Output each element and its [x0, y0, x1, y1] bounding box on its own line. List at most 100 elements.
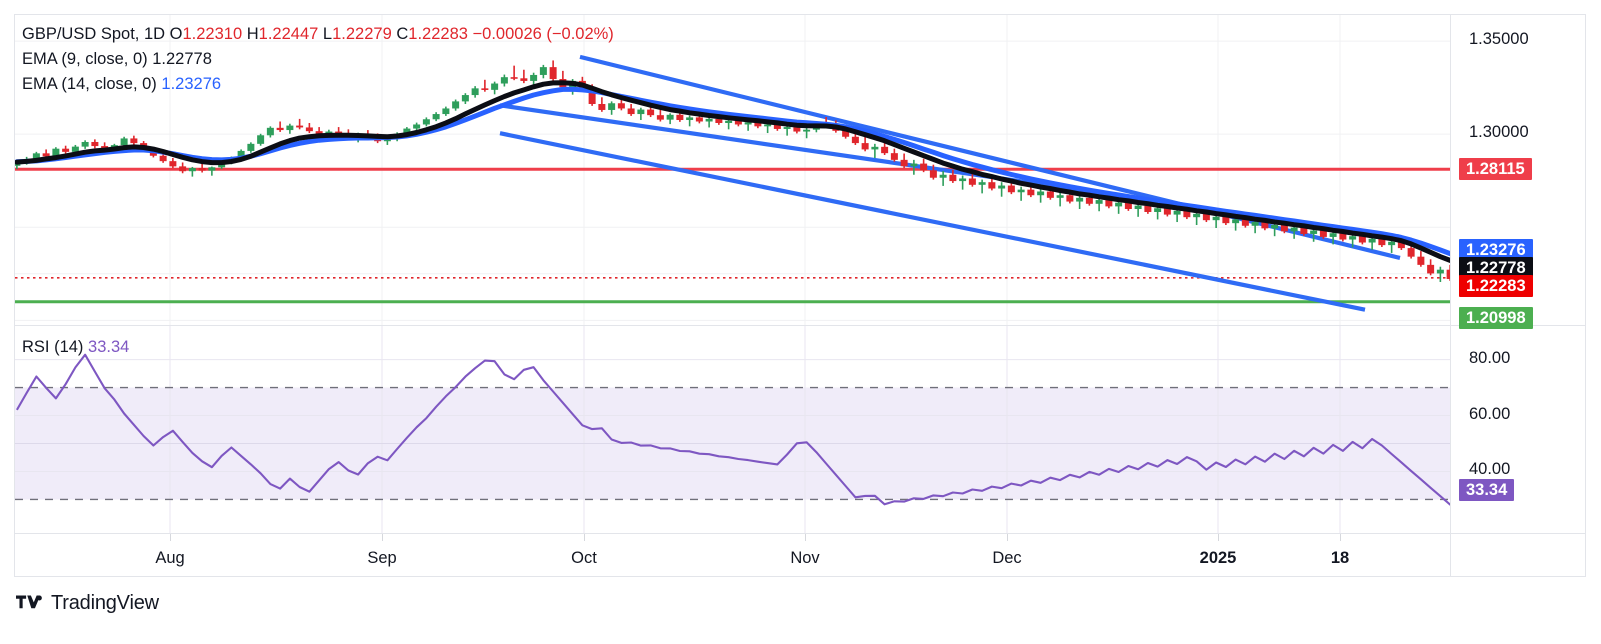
- candle-body: [1427, 264, 1435, 274]
- last-price-tag[interactable]: 1.22283: [1459, 274, 1533, 297]
- ema9-line: [15, 80, 1450, 264]
- legend-row-symbol[interactable]: GBP/USD Spot, 1D O1.22310 H1.22447 L1.22…: [22, 22, 614, 47]
- high-label: H: [246, 25, 259, 43]
- candle-body: [1115, 202, 1123, 207]
- candle-body: [413, 124, 421, 129]
- candle-body: [539, 67, 547, 75]
- low-label: L: [322, 25, 333, 43]
- time-axis-label: Nov: [790, 549, 820, 567]
- candle-body: [1027, 189, 1035, 196]
- candle-body: [734, 120, 742, 125]
- ema14-price-tag[interactable]: 1.23276: [1459, 239, 1533, 262]
- candle-body: [803, 129, 811, 132]
- candle-body: [198, 168, 206, 171]
- candle-body: [1378, 238, 1386, 246]
- candle-body: [1241, 219, 1249, 226]
- candle-body: [1232, 219, 1240, 224]
- candle-body: [890, 153, 898, 160]
- candle-body: [676, 114, 684, 121]
- legend-row-ema9[interactable]: EMA (9, close, 0) 1.22778: [22, 47, 614, 72]
- close-label: C: [396, 25, 409, 43]
- candle-body: [939, 174, 947, 178]
- candle-body: [929, 170, 937, 178]
- candle-body: [1417, 256, 1425, 265]
- candle-body: [1271, 225, 1279, 229]
- rsi-legend[interactable]: RSI (14) 33.34: [22, 338, 129, 357]
- candle-body: [881, 146, 889, 154]
- rsi-pane[interactable]: [15, 326, 1450, 533]
- candle-body: [1407, 248, 1415, 257]
- time-axis-divider: [14, 533, 1586, 534]
- rsi-tick-label: 80.00: [1469, 348, 1511, 367]
- candle-body: [1037, 191, 1045, 196]
- rsi-tick-label: 60.00: [1469, 404, 1511, 423]
- open-value: 1.22310: [182, 25, 243, 43]
- resistance-price-tag[interactable]: 1.28115: [1459, 158, 1532, 181]
- time-axis-label: Oct: [571, 549, 597, 567]
- legend-row-ema14[interactable]: EMA (14, close, 0) 1.23276: [22, 72, 614, 97]
- candle-body: [988, 182, 996, 189]
- candle-body: [998, 185, 1006, 189]
- price-tick-label: 1.30000: [1469, 123, 1529, 142]
- candle-body: [666, 114, 674, 120]
- support-price-tag[interactable]: 1.20998: [1459, 306, 1533, 329]
- candle-body: [656, 115, 664, 120]
- candle-body: [1154, 208, 1162, 212]
- candle-body: [510, 77, 518, 79]
- candle-body: [1329, 233, 1337, 237]
- ema9-value: 1.22778: [152, 50, 212, 68]
- candle-body: [1124, 202, 1132, 210]
- trendline-descending-channel-lower: [499, 131, 1366, 312]
- pane-divider: [14, 325, 1586, 326]
- high-value: 1.22447: [258, 25, 319, 43]
- candle-body: [461, 95, 469, 102]
- candle-body: [1105, 200, 1113, 207]
- candle-body: [188, 168, 196, 172]
- time-axis-label: Aug: [155, 549, 185, 567]
- time-tick-mark: [805, 534, 806, 541]
- candle-body: [900, 159, 908, 167]
- candle-body: [1280, 225, 1288, 232]
- price-pane[interactable]: [15, 15, 1450, 325]
- candle-body: [276, 127, 284, 131]
- candle-body: [315, 131, 323, 135]
- candle-body: [1046, 191, 1054, 198]
- rsi-tick-label: 40.00: [1469, 460, 1511, 479]
- candle-body: [62, 148, 70, 152]
- candle-body: [159, 155, 167, 162]
- candle-body: [861, 143, 869, 150]
- candle-body: [247, 143, 255, 151]
- candle-body: [42, 153, 50, 157]
- candle-body: [500, 77, 508, 84]
- tradingview-branding[interactable]: TradingView: [16, 592, 159, 615]
- candle-body: [744, 122, 752, 125]
- candle-body: [81, 141, 89, 147]
- candle-body: [608, 103, 616, 110]
- rsi-line: [15, 353, 1450, 506]
- rsi-value-tag[interactable]: 33.34: [1459, 479, 1515, 502]
- candle-body: [1349, 236, 1357, 240]
- price-scale[interactable]: 1.350001.300001.2000080.0060.0040.001.28…: [1451, 15, 1585, 533]
- candle-body: [764, 124, 772, 127]
- candle-body: [481, 88, 489, 90]
- ema9-price-tag[interactable]: 1.22778: [1459, 256, 1533, 279]
- candle-body: [773, 124, 781, 129]
- candle-body: [1290, 227, 1298, 232]
- candle-body: [647, 109, 655, 116]
- candle-body: [598, 103, 606, 110]
- candle-body: [1436, 269, 1444, 274]
- candle-body: [949, 174, 957, 182]
- candle-body: [1358, 236, 1366, 243]
- candle-body: [296, 125, 304, 128]
- candle-body: [403, 128, 411, 134]
- time-scale[interactable]: Aug Sep Oct Nov Dec 2025 18: [15, 534, 1450, 576]
- close-value: 1.22283: [408, 25, 468, 43]
- candle-body: [1007, 185, 1015, 193]
- ema14-value: 1.23276: [161, 75, 222, 93]
- candle-body: [1193, 213, 1201, 218]
- candle-body: [617, 103, 625, 109]
- candle-body: [1251, 222, 1259, 226]
- time-axis-label: Dec: [992, 549, 1022, 567]
- candle-body: [725, 120, 733, 123]
